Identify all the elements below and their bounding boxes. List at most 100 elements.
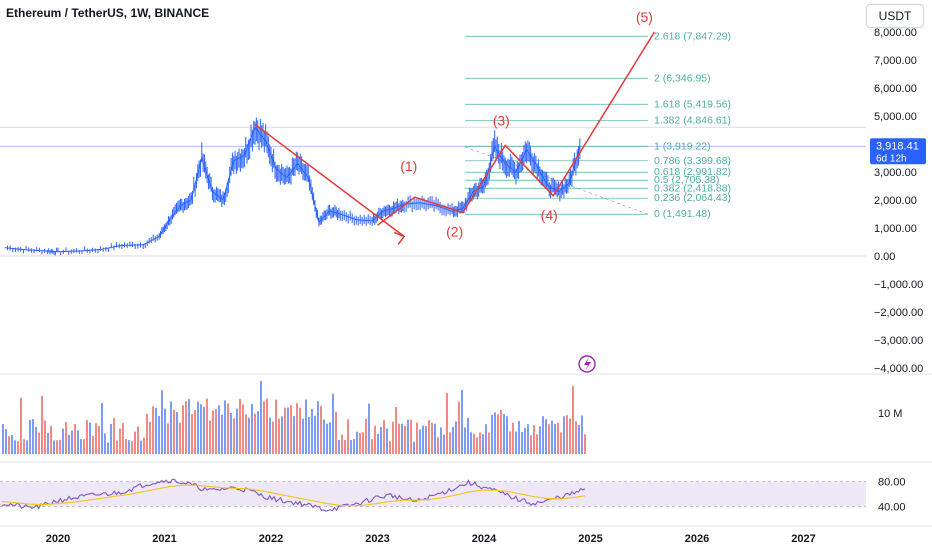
volume-bar — [152, 406, 154, 454]
volume-bar — [140, 440, 142, 454]
volume-bar — [431, 422, 433, 454]
volume-bar — [221, 414, 223, 454]
volume-bar — [203, 406, 205, 454]
fib-level-label: 0 (1,491.48) — [654, 208, 711, 220]
volume-bar — [509, 431, 511, 454]
volume-bar — [71, 430, 73, 454]
volume-bar — [518, 420, 520, 454]
volume-bar — [242, 404, 244, 454]
volume-bar — [404, 425, 406, 454]
volume-bar — [491, 414, 493, 454]
rsi-tick-label: 40.00 — [878, 501, 906, 513]
volume-bar — [536, 434, 538, 454]
volume-bar — [53, 440, 55, 454]
fib-level-label: 0.5 (2,705.38) — [654, 174, 719, 186]
volume-bar — [215, 408, 217, 454]
volume-bar — [578, 424, 580, 454]
volume-bar — [467, 417, 469, 454]
volume-bar — [272, 421, 274, 454]
volume-bar — [551, 420, 553, 454]
volume-bar — [218, 405, 220, 454]
volume-bar — [332, 393, 334, 454]
volume-bar — [5, 429, 7, 454]
volume-bar — [410, 419, 412, 454]
volume-bar — [260, 380, 262, 454]
year-tick-label: 2027 — [791, 533, 815, 545]
volume-bar — [338, 440, 340, 454]
volume-bar — [95, 423, 97, 454]
decline-arrow-head — [393, 231, 406, 245]
volume-bar — [389, 441, 391, 454]
volume-bar — [188, 399, 190, 454]
volume-bar — [32, 419, 34, 454]
volume-bar — [104, 433, 106, 454]
volume-bar — [44, 420, 46, 454]
volume-bar — [350, 440, 352, 454]
volume-bar — [470, 432, 472, 454]
year-tick-label: 2023 — [365, 533, 389, 545]
volume-bar — [401, 423, 403, 454]
symbol-title: Ethereum / TetherUS, 1W, BINANCE — [6, 6, 210, 20]
volume-bar — [161, 390, 163, 454]
price-tick-label: −1,000.00 — [874, 279, 923, 291]
volume-bar — [356, 431, 358, 454]
volume-bar — [485, 424, 487, 454]
volume-bar — [293, 416, 295, 454]
volume-bar — [89, 422, 91, 454]
price-tick-label: −3,000.00 — [874, 335, 923, 347]
volume-bar — [329, 422, 331, 454]
volume-bar — [326, 423, 328, 454]
rsi-band — [0, 481, 866, 507]
volume-bar — [122, 422, 124, 454]
price-tick-label: 0.00 — [874, 251, 895, 263]
volume-bar — [365, 418, 367, 454]
volume-bar — [116, 440, 118, 454]
rsi-ma-line — [1, 484, 586, 507]
volume-bar — [377, 433, 379, 454]
volume-bar — [362, 432, 364, 454]
decline-trend-line — [254, 123, 405, 237]
wave-label: (4) — [541, 207, 558, 223]
volume-bar — [374, 425, 376, 454]
volume-bar — [497, 414, 499, 454]
volume-bar — [233, 418, 235, 454]
volume-bar — [515, 431, 517, 454]
volume-bar — [137, 426, 139, 454]
fib-level-label: 1.618 (5,419.56) — [654, 98, 731, 110]
volume-bar — [449, 432, 451, 454]
volume-bar — [446, 393, 448, 454]
volume-bar — [200, 404, 202, 454]
rsi-line — [1, 478, 586, 512]
volume-bar — [533, 425, 535, 454]
wave-label: (5) — [636, 9, 653, 25]
volume-bar — [380, 426, 382, 454]
volume-bar — [452, 426, 454, 454]
volume-bar — [11, 435, 13, 454]
volume-bar — [320, 406, 322, 454]
volume-bar — [248, 417, 250, 454]
price-tick-label: 3,000.00 — [874, 167, 917, 179]
volume-bar — [164, 408, 166, 454]
wave-label: (1) — [400, 158, 417, 174]
volume-bar — [284, 407, 286, 454]
volume-bar — [239, 398, 241, 454]
fib-level-label: 0.236 (2,064.43) — [654, 192, 731, 204]
volume-bar — [68, 434, 70, 454]
volume-bar — [554, 423, 556, 454]
volume-bar — [371, 439, 373, 454]
volume-bar — [206, 398, 208, 454]
volume-bar — [113, 418, 115, 454]
volume-bar — [20, 397, 22, 454]
currency-button[interactable]: USDT — [866, 4, 924, 28]
volume-bar — [101, 403, 103, 454]
volume-bar — [8, 436, 10, 454]
volume-bar — [143, 437, 145, 454]
volume-bar — [416, 422, 418, 454]
volume-bar — [392, 421, 394, 454]
volume-bar — [224, 400, 226, 454]
volume-bar — [398, 423, 400, 454]
volume-bar — [287, 407, 289, 454]
volume-bar — [464, 427, 466, 454]
volume-bar — [191, 414, 193, 454]
volume-bar — [65, 422, 67, 454]
